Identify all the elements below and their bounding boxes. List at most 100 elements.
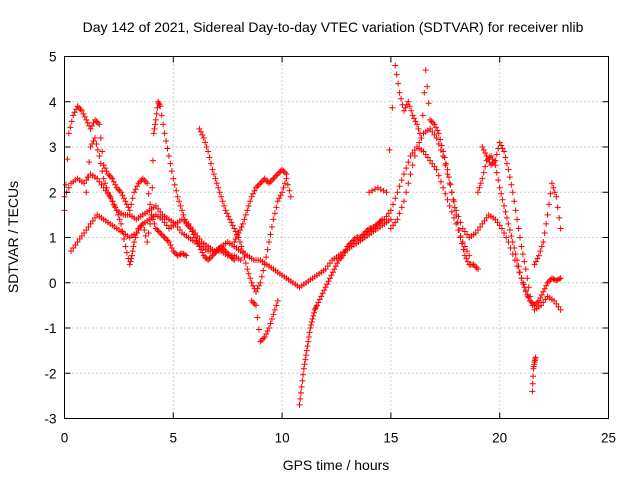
data-point	[551, 189, 558, 196]
data-point	[437, 178, 444, 185]
y-tick-label: 3	[49, 140, 57, 155]
data-point	[528, 299, 535, 306]
data-point	[113, 184, 120, 191]
data-point	[163, 236, 170, 243]
data-point	[228, 254, 235, 261]
data-point	[538, 291, 545, 298]
data-point	[386, 147, 393, 154]
data-point	[222, 207, 229, 214]
data-point	[97, 134, 104, 141]
data-point	[254, 285, 261, 292]
data-point	[218, 193, 225, 200]
data-point	[128, 255, 135, 262]
data-point	[482, 150, 489, 157]
data-point	[556, 214, 563, 221]
data-point	[155, 100, 162, 107]
data-point	[451, 214, 458, 221]
data-point	[310, 312, 317, 319]
data-point	[129, 195, 136, 202]
y-tick-label: 2	[49, 185, 57, 200]
data-point	[161, 219, 168, 226]
data-point	[263, 177, 270, 184]
data-point	[492, 216, 499, 223]
data-point	[505, 220, 512, 227]
data-point	[440, 153, 447, 160]
x-tick-label: 10	[275, 431, 290, 446]
data-point	[435, 130, 442, 137]
data-point	[432, 124, 439, 131]
data-point	[138, 222, 145, 229]
data-point	[212, 249, 219, 256]
data-point	[266, 180, 273, 187]
data-point	[134, 229, 141, 236]
data-point	[145, 229, 152, 236]
data-point	[383, 189, 390, 196]
data-point	[231, 239, 238, 246]
data-point	[261, 175, 268, 182]
data-point	[529, 388, 536, 395]
data-point	[431, 163, 438, 170]
data-point	[274, 198, 281, 205]
data-point	[152, 202, 159, 209]
data-point	[455, 213, 462, 220]
data-point	[70, 112, 77, 119]
data-point	[271, 210, 278, 217]
data-point	[125, 204, 132, 211]
data-point	[165, 239, 172, 246]
data-point	[463, 255, 470, 262]
data-point	[273, 204, 280, 211]
data-point	[515, 225, 522, 232]
data-point	[276, 195, 283, 202]
data-point	[446, 202, 453, 209]
data-point	[542, 296, 549, 303]
data-point	[453, 220, 460, 227]
data-point	[411, 147, 418, 154]
data-point	[495, 177, 502, 184]
data-point	[431, 121, 438, 128]
data-point	[433, 166, 440, 173]
data-point	[147, 201, 154, 208]
data-point	[164, 145, 171, 152]
data-point	[152, 121, 159, 128]
data-point	[519, 251, 526, 258]
x-tick-label: 20	[492, 431, 507, 446]
data-point	[371, 186, 378, 193]
grid-layer	[64, 56, 609, 419]
data-point	[136, 178, 143, 185]
data-point	[521, 284, 528, 291]
data-point	[142, 232, 149, 239]
data-point	[519, 279, 526, 286]
data-point	[442, 162, 449, 169]
data-point	[126, 207, 133, 214]
data-point	[298, 383, 305, 390]
data-point	[381, 216, 388, 223]
data-point	[250, 299, 257, 306]
data-point	[279, 189, 286, 196]
data-point	[412, 118, 419, 125]
data-point	[474, 266, 481, 273]
data-point	[308, 321, 315, 328]
data-point	[498, 190, 505, 197]
data-point	[270, 311, 277, 318]
data-point	[271, 174, 278, 181]
data-point	[531, 261, 538, 268]
data-point	[299, 377, 306, 384]
data-point	[481, 217, 488, 224]
data-point	[322, 284, 329, 291]
data-point	[524, 275, 531, 282]
data-point	[496, 139, 503, 146]
data-point	[554, 276, 561, 283]
data-point	[91, 116, 98, 123]
data-point	[433, 134, 440, 141]
data-point	[157, 103, 164, 110]
data-point	[239, 220, 246, 227]
data-point	[457, 232, 464, 239]
data-point	[492, 162, 499, 169]
series-track-a	[61, 171, 394, 291]
data-point	[429, 160, 436, 167]
data-point	[345, 242, 352, 249]
data-point	[267, 320, 274, 327]
data-point	[283, 171, 290, 178]
data-point	[522, 288, 529, 295]
data-point	[341, 249, 348, 256]
